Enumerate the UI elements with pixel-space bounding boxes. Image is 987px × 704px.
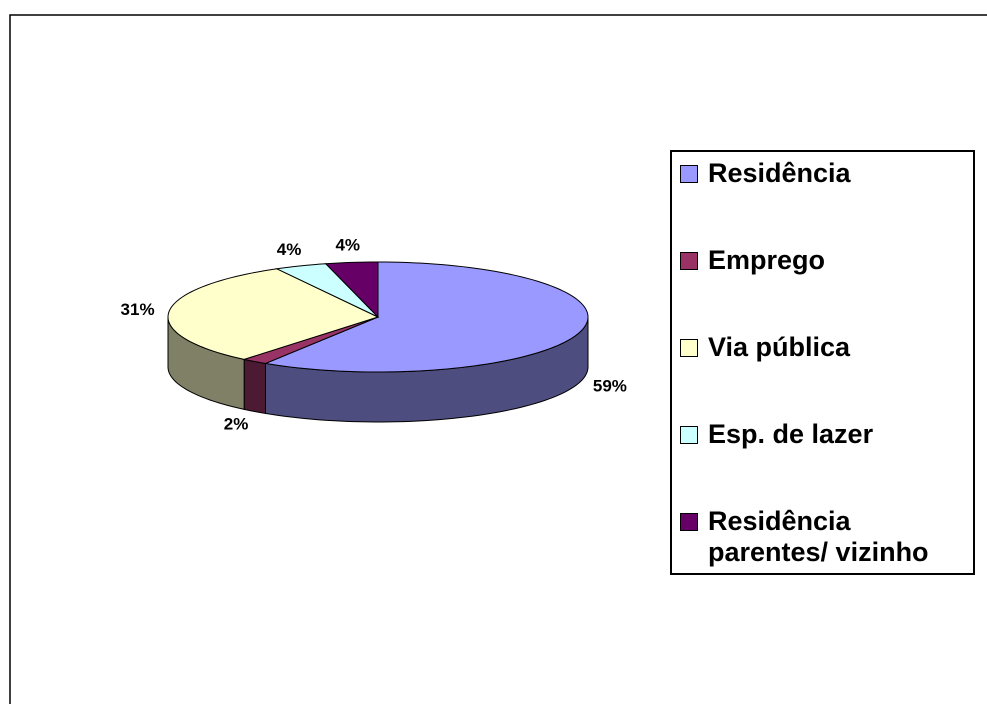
data-label: 4% <box>335 236 360 255</box>
legend-label: Esp. de lazer <box>708 419 874 449</box>
legend-label: Via pública <box>708 332 851 362</box>
chart-frame <box>9 14 987 704</box>
data-label: 59% <box>593 376 627 395</box>
legend-swatch <box>680 252 698 270</box>
legend-swatch <box>680 165 698 183</box>
legend-item: Emprego <box>680 245 970 276</box>
legend-swatch <box>680 513 698 531</box>
data-label: 4% <box>277 240 302 259</box>
pie-slice <box>167 268 380 360</box>
legend-label: Emprego <box>708 245 826 275</box>
pie-slice <box>263 261 589 373</box>
legend-label: Residência parentes/ vizinho <box>708 506 929 567</box>
legend-item: Residência <box>680 158 970 189</box>
pie-slice <box>324 261 379 319</box>
data-label: 2% <box>224 414 249 433</box>
pie-side <box>243 358 266 415</box>
legend-item: Via pública <box>680 332 970 363</box>
legend-item: Residência parentes/ vizinho <box>680 506 970 568</box>
legend: Residência Emprego Via pública Esp. de laze… <box>670 150 975 575</box>
legend-label: Residência <box>708 158 851 188</box>
pie-slice <box>275 263 379 318</box>
legend-swatch <box>680 426 698 444</box>
legend-item: Esp. de lazer <box>680 419 970 450</box>
legend-swatch <box>680 339 698 357</box>
data-label: 31% <box>121 300 155 319</box>
